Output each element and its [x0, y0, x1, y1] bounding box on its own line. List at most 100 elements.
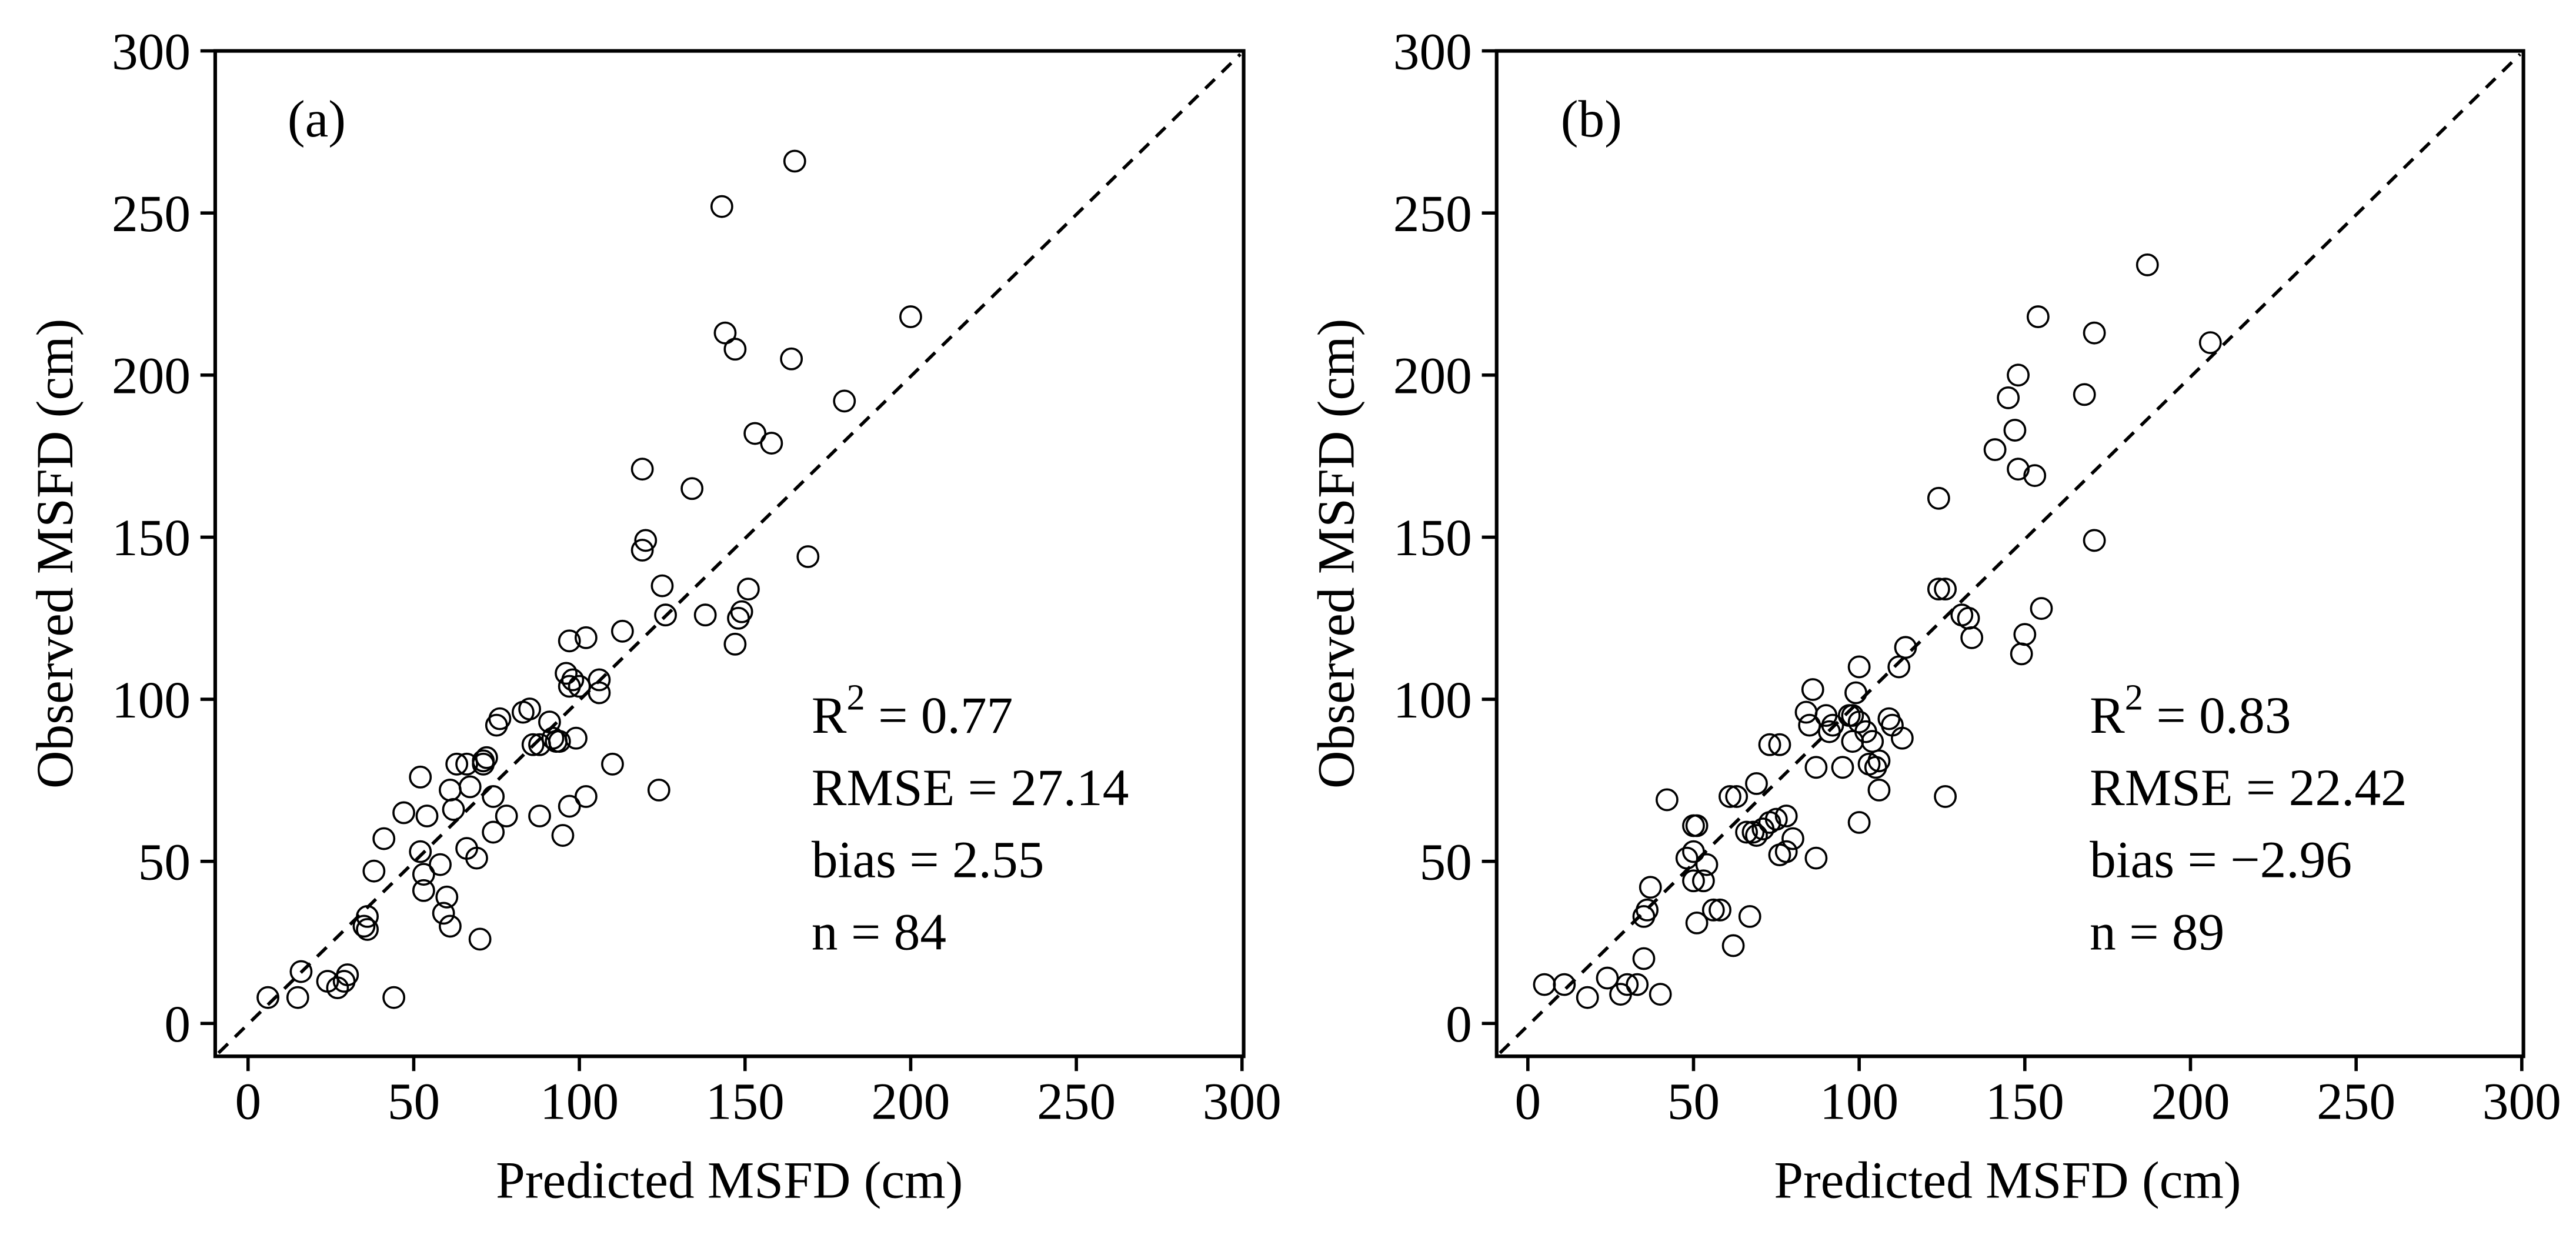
data-point	[574, 785, 598, 808]
axes-frame	[213, 49, 1246, 1059]
data-point	[412, 879, 435, 902]
data-point	[693, 603, 717, 627]
data-point	[1695, 853, 1719, 876]
data-point	[2007, 363, 2030, 387]
data-point	[574, 626, 598, 649]
data-point	[1887, 655, 1911, 679]
data-point	[1636, 898, 1659, 922]
data-point	[2007, 458, 2030, 481]
data-point	[1774, 805, 1798, 827]
data-point	[1867, 749, 1891, 773]
data-point	[2030, 597, 2053, 620]
scatter-panel-a: 0 50 100 150 200 250 300 0 50 100 150 200 250 300 Pred…	[26, 22, 1282, 1209]
data-point	[2073, 383, 2096, 406]
data-point	[1804, 846, 1828, 870]
data-point	[713, 321, 737, 345]
data-point	[472, 749, 495, 773]
data-point	[439, 914, 462, 938]
data-point	[2010, 642, 2033, 666]
stat-line: RMSE = 22.42	[2090, 759, 2407, 817]
x-tick-label: 50	[388, 1072, 440, 1130]
data-point	[555, 662, 578, 685]
data-point	[1709, 898, 1731, 922]
data-point	[1745, 772, 1768, 795]
data-point	[710, 195, 733, 218]
data-point	[362, 859, 386, 883]
data-point	[551, 824, 575, 847]
data-point	[2083, 529, 2106, 552]
data-point	[1533, 973, 1556, 996]
data-point	[521, 733, 545, 756]
data-point	[415, 805, 439, 827]
data-point	[382, 986, 406, 1009]
data-point	[630, 458, 654, 481]
stat-line: n = 84	[812, 903, 946, 962]
data-point	[1719, 785, 1741, 808]
data-point	[1894, 636, 1917, 659]
panel-label: (b)	[1561, 90, 1622, 148]
data-point	[1841, 730, 1864, 753]
data-point	[760, 432, 783, 455]
x-tick-label: 100	[540, 1072, 619, 1130]
y-tick-label: 0	[1446, 995, 1472, 1053]
data-point	[1960, 626, 1984, 649]
y-tick-label: 0	[164, 995, 191, 1053]
data-point	[1764, 807, 1788, 831]
data-point	[1626, 973, 1649, 996]
x-tick-label: 0	[1514, 1072, 1541, 1130]
one-to-one-line	[217, 53, 1242, 1054]
data-point	[1682, 840, 1705, 863]
data-point	[565, 726, 588, 750]
data-point	[1682, 869, 1705, 893]
data-point	[1725, 785, 1749, 808]
data-point	[528, 805, 551, 827]
data-point	[256, 986, 280, 1009]
data-point	[495, 805, 518, 827]
data-point	[588, 668, 611, 692]
data-point	[723, 338, 747, 361]
data-point	[1957, 606, 1980, 630]
data-point	[465, 846, 488, 870]
stat-line: n = 89	[2090, 903, 2224, 962]
y-tick-label: 200	[1393, 347, 1472, 405]
y-tick-label: 200	[112, 347, 191, 405]
data-point	[2026, 305, 2050, 329]
data-point	[1768, 733, 1791, 756]
data-point	[1997, 386, 2020, 409]
data-point	[1890, 726, 1914, 750]
data-point	[432, 902, 455, 925]
x-tick-label: 100	[1820, 1072, 1898, 1130]
data-point	[475, 746, 498, 769]
data-point	[1934, 785, 1957, 808]
data-point	[723, 632, 747, 656]
y-tick-label: 300	[1393, 22, 1472, 81]
stat-line: bias = 2.55	[812, 831, 1044, 889]
x-axis-label: Predicted MSFD (cm)	[496, 1151, 963, 1209]
x-tick-label: 150	[1986, 1072, 2064, 1130]
data-point	[2003, 419, 2027, 442]
one-to-one-line	[1499, 53, 2521, 1054]
data-point	[1774, 840, 1798, 863]
y-tick-label: 150	[1393, 509, 1472, 567]
x-tick-label: 0	[235, 1072, 261, 1130]
data-point	[372, 827, 396, 850]
data-point	[730, 600, 753, 623]
panel-label: (a)	[288, 90, 346, 148]
data-point	[458, 775, 482, 799]
y-tick-label: 50	[1419, 833, 1471, 891]
data-point	[442, 798, 465, 821]
data-point	[2013, 623, 2037, 646]
data-point	[1691, 869, 1715, 893]
data-point	[2198, 331, 2222, 355]
data-point	[445, 752, 469, 776]
data-point	[783, 149, 806, 173]
data-point	[1983, 438, 2007, 462]
x-tick-label: 250	[2317, 1072, 2395, 1130]
stat-line: RMSE = 27.14	[812, 759, 1129, 817]
scatter-panel-b: 0 50 100 150 200 250 300 0 50 100 150 200 250 300 Pred…	[1307, 22, 2561, 1209]
x-tick-label: 150	[706, 1072, 785, 1130]
data-point	[796, 545, 820, 568]
data-point	[558, 795, 581, 818]
data-point	[1596, 966, 1619, 990]
